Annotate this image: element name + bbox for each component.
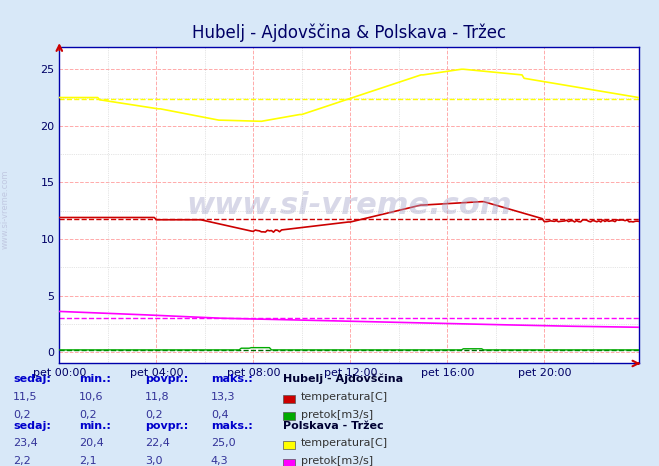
Text: 20,4: 20,4 — [79, 439, 104, 448]
Text: www.si-vreme.com: www.si-vreme.com — [186, 191, 512, 219]
Text: 11,5: 11,5 — [13, 392, 38, 402]
Text: povpr.:: povpr.: — [145, 421, 188, 431]
Text: 0,4: 0,4 — [211, 410, 229, 419]
Text: sedaj:: sedaj: — [13, 421, 51, 431]
Text: 2,1: 2,1 — [79, 456, 97, 466]
Text: 10,6: 10,6 — [79, 392, 103, 402]
Text: Polskava - Tržec: Polskava - Tržec — [283, 421, 384, 431]
Text: min.:: min.: — [79, 374, 111, 384]
Text: 11,8: 11,8 — [145, 392, 169, 402]
Text: 13,3: 13,3 — [211, 392, 235, 402]
Text: Hubelj - Ajdovščina: Hubelj - Ajdovščina — [283, 374, 403, 384]
Text: 3,0: 3,0 — [145, 456, 163, 466]
Text: sedaj:: sedaj: — [13, 374, 51, 384]
Title: Hubelj - Ajdovščina & Polskava - Tržec: Hubelj - Ajdovščina & Polskava - Tržec — [192, 24, 506, 42]
Text: 0,2: 0,2 — [145, 410, 163, 419]
Text: pretok[m3/s]: pretok[m3/s] — [301, 410, 372, 419]
Text: maks.:: maks.: — [211, 421, 252, 431]
Text: 23,4: 23,4 — [13, 439, 38, 448]
Text: 0,2: 0,2 — [79, 410, 97, 419]
Text: povpr.:: povpr.: — [145, 374, 188, 384]
Text: 0,2: 0,2 — [13, 410, 31, 419]
Text: maks.:: maks.: — [211, 374, 252, 384]
Text: 22,4: 22,4 — [145, 439, 170, 448]
Text: temperatura[C]: temperatura[C] — [301, 439, 387, 448]
Text: min.:: min.: — [79, 421, 111, 431]
Text: 2,2: 2,2 — [13, 456, 31, 466]
Text: www.si-vreme.com: www.si-vreme.com — [1, 170, 10, 249]
Text: pretok[m3/s]: pretok[m3/s] — [301, 456, 372, 466]
Text: 25,0: 25,0 — [211, 439, 235, 448]
Text: temperatura[C]: temperatura[C] — [301, 392, 387, 402]
Text: 4,3: 4,3 — [211, 456, 229, 466]
